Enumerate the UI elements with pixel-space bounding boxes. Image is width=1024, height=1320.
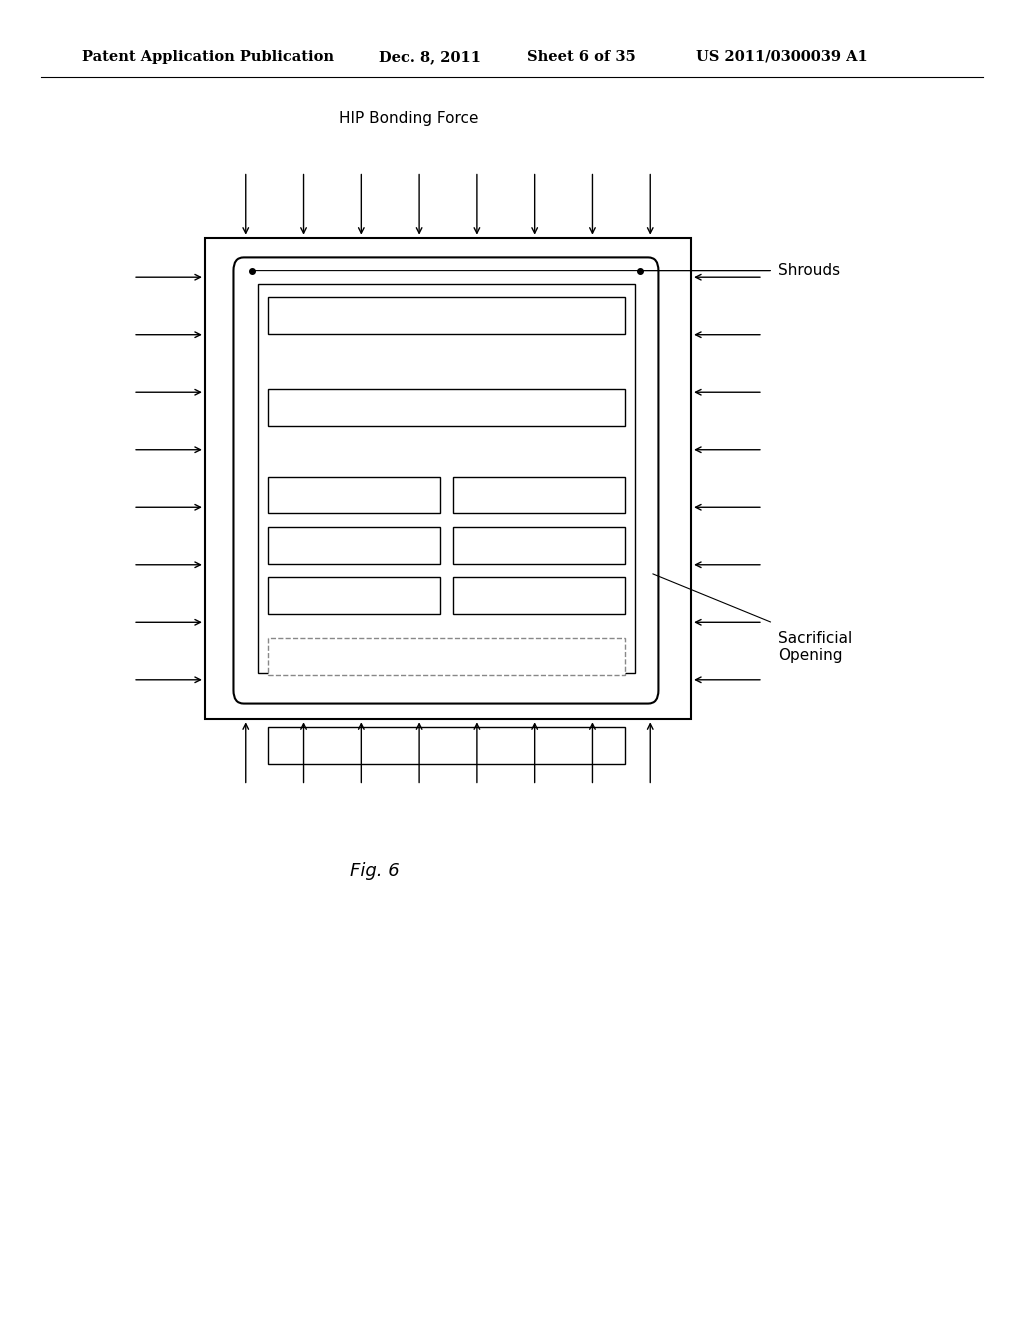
Bar — [268, 527, 440, 564]
FancyBboxPatch shape — [233, 257, 658, 704]
Bar — [268, 727, 625, 764]
Bar — [268, 297, 625, 334]
Text: US 2011/0300039 A1: US 2011/0300039 A1 — [696, 50, 868, 63]
Bar — [453, 577, 625, 614]
Text: Dec. 8, 2011: Dec. 8, 2011 — [379, 50, 481, 63]
Text: Fig. 6: Fig. 6 — [350, 862, 400, 880]
Bar — [268, 477, 440, 513]
Text: Sheet 6 of 35: Sheet 6 of 35 — [527, 50, 636, 63]
Text: HIP Bonding Force: HIP Bonding Force — [339, 111, 479, 127]
Bar — [453, 527, 625, 564]
Bar — [205, 238, 691, 719]
Bar — [258, 284, 635, 673]
Bar — [268, 389, 625, 426]
Text: Sacrificial
Opening: Sacrificial Opening — [778, 631, 853, 663]
Bar — [268, 638, 625, 675]
Text: Shrouds: Shrouds — [778, 263, 841, 279]
Bar — [268, 577, 440, 614]
Bar — [453, 477, 625, 513]
Text: Patent Application Publication: Patent Application Publication — [82, 50, 334, 63]
